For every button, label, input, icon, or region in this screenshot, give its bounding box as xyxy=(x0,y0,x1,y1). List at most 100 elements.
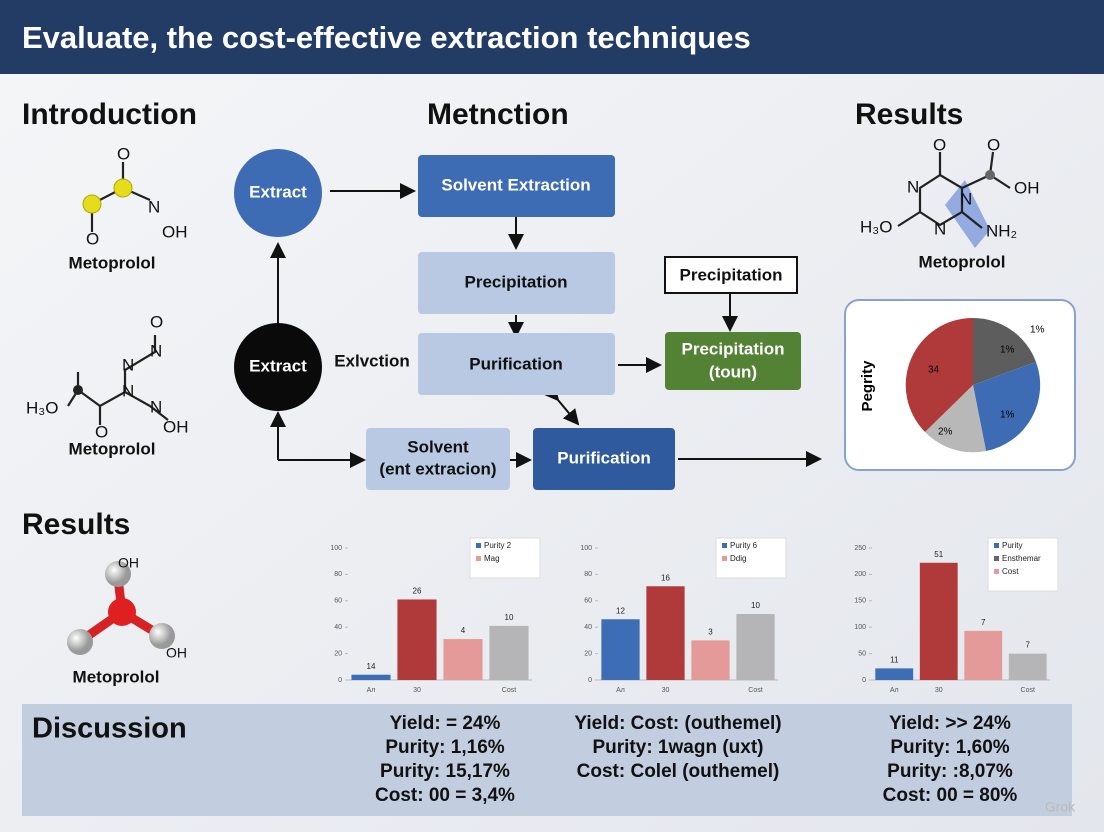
legend-swatch xyxy=(994,569,999,574)
y-tick-label: 0 xyxy=(862,677,866,684)
node-label: Precipitation xyxy=(680,265,783,284)
molecule-name: Metoprolol xyxy=(69,439,156,458)
y-tick-label: 80 xyxy=(584,571,592,578)
legend-swatch xyxy=(722,556,727,561)
atom: OH xyxy=(166,645,187,661)
y-tick-label: 100 xyxy=(330,545,342,552)
bar-label: 26 xyxy=(413,587,422,596)
y-tick-label: 40 xyxy=(584,624,592,631)
bar xyxy=(736,614,775,680)
node-label: Extract xyxy=(249,182,307,201)
x-tick-label: Ал xyxy=(616,687,625,694)
atom: O xyxy=(95,422,108,441)
y-tick-label: 250 xyxy=(854,545,866,552)
discussion-line: Purity: 15,17% xyxy=(380,761,510,782)
y-tick-label: 200 xyxy=(854,571,866,578)
slice-label: 1% xyxy=(1030,325,1045,336)
molecule: O N OH O Metoprolol xyxy=(69,144,188,272)
y-tick-label: 150 xyxy=(854,598,866,605)
node-label: Purification xyxy=(469,354,563,373)
bar xyxy=(964,630,1003,680)
legend-box xyxy=(715,537,787,579)
section-title: Results xyxy=(22,508,130,541)
y-tick-label: 60 xyxy=(334,598,342,605)
atom: O xyxy=(86,229,99,248)
header-bar xyxy=(0,0,1104,74)
atom: N xyxy=(148,197,160,216)
molecule: OH OH Metoprolol xyxy=(67,555,187,686)
legend-swatch xyxy=(994,543,999,548)
pie-panel: Pegrity 1% 34 1% 1% 2% xyxy=(844,299,1076,471)
x-tick-label: Cost xyxy=(1021,687,1035,694)
y-tick-label: 100 xyxy=(854,624,866,631)
bar-label: 12 xyxy=(616,606,625,615)
bar xyxy=(875,668,914,680)
discussion-line: Purity: 1,16% xyxy=(385,737,504,758)
legend-swatch xyxy=(722,543,727,548)
bar xyxy=(397,599,437,680)
bar xyxy=(646,586,685,680)
atom: NH₂ xyxy=(986,221,1017,240)
y-tick-label: 100 xyxy=(580,545,592,552)
atom: N xyxy=(150,397,162,416)
molecule-name: Metoprolol xyxy=(919,252,1006,271)
atom: O xyxy=(150,312,163,331)
watermark: Grok xyxy=(1045,799,1076,815)
molecule-name: Metoprolol xyxy=(69,253,156,272)
molecule: O O N OH H₃O N N NH₂ Metoprolol xyxy=(860,135,1040,271)
legend-swatch xyxy=(994,556,999,561)
x-tick-label: Ал xyxy=(367,687,376,694)
pie-axis-label: Pegrity xyxy=(859,360,876,412)
atom: N xyxy=(907,177,919,196)
molecule: O N N N N H₃O O OH Metoprolol xyxy=(26,312,189,458)
title: Evaluate, the cost-effective extraction … xyxy=(22,20,751,55)
legend-swatch xyxy=(476,543,481,548)
y-tick-label: 20 xyxy=(334,650,342,657)
x-tick-label: Ал xyxy=(890,687,899,694)
discussion-panel xyxy=(22,704,1072,816)
discussion-text: Yield: = 24% Purity: 1,16% Purity: 15,17% C… xyxy=(375,713,1017,806)
x-tick-label: 30 xyxy=(935,687,943,694)
y-tick-label: 50 xyxy=(858,650,866,657)
legend-entry: Purity 2 xyxy=(484,541,512,550)
atom: N xyxy=(122,381,134,400)
bar xyxy=(1008,653,1047,680)
discussion-line: Yield: >> 24% xyxy=(889,713,1011,734)
atom: OH xyxy=(118,555,139,571)
node-label: Exlvction xyxy=(334,351,410,370)
discussion-line: Purity: :8,07% xyxy=(887,761,1013,782)
x-tick-label: 30 xyxy=(662,687,670,694)
section-title: Discussion xyxy=(32,713,187,745)
x-tick-label: Cost xyxy=(748,687,762,694)
atom: OH xyxy=(1014,178,1040,197)
atom: N xyxy=(960,189,972,208)
bar-label: 16 xyxy=(661,573,670,582)
legend-box xyxy=(987,537,1059,592)
x-tick-label: 30 xyxy=(413,687,421,694)
discussion-line: Cost: 00 = 3,4% xyxy=(375,785,515,806)
x-tick-label: Cost xyxy=(502,687,516,694)
atom: N xyxy=(122,355,134,374)
y-tick-label: 0 xyxy=(588,677,592,684)
slice-label: 34 xyxy=(928,365,940,376)
flowchart: Extract Solvent Extraction Precipitation… xyxy=(234,149,822,490)
bar-label: 3 xyxy=(708,628,713,637)
node-label: Extract xyxy=(249,356,307,375)
node-label: (toun) xyxy=(709,362,757,381)
discussion-line: Cost: 00 = 80% xyxy=(883,785,1018,806)
y-tick-label: 20 xyxy=(584,650,592,657)
node-label: Solvent Extraction xyxy=(441,175,590,194)
legend-entry: Cost xyxy=(1002,567,1019,576)
bar xyxy=(443,639,483,680)
atom: N xyxy=(150,341,162,360)
bar xyxy=(691,640,730,680)
node-label: Precipitation xyxy=(465,272,568,291)
atom: H₃O xyxy=(26,398,58,417)
legend-entry: Ensthemar xyxy=(1002,554,1041,563)
legend-swatch xyxy=(476,556,481,561)
legend-box xyxy=(469,537,541,579)
atom: O xyxy=(933,135,946,154)
molecule-name: Metoprolol xyxy=(73,667,160,686)
